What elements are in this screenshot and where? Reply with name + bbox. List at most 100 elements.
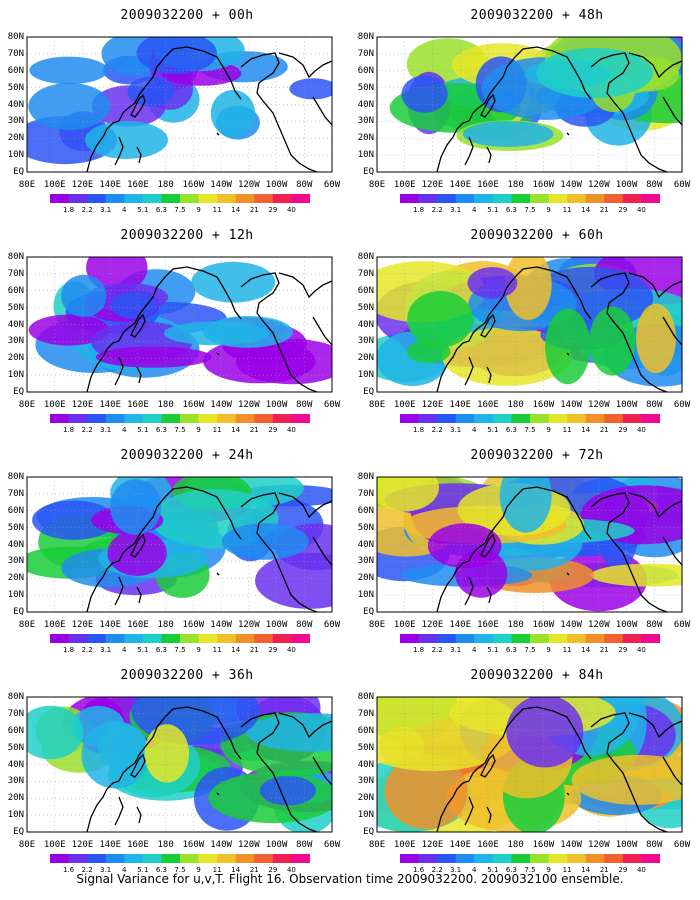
colorbar-level-label: 11 [212, 426, 222, 434]
lat-label: 60N [7, 285, 24, 296]
colorbar-level-label: 40 [286, 866, 296, 874]
lat-label: EQ [13, 607, 24, 617]
colorbar-level-label: 1.8 [412, 426, 425, 434]
colorbar-level-label: 1.6 [62, 866, 75, 874]
colorbar-level-label: 29 [268, 646, 278, 654]
colorbar-swatch [87, 634, 107, 643]
colorbar-swatch [567, 634, 587, 643]
colorbar-level-label: 7.5 [524, 646, 536, 654]
colorbar-swatch [68, 634, 88, 643]
lat-label: 40N [7, 759, 24, 770]
contour-blob [28, 82, 111, 130]
lat-label: 10N [7, 590, 24, 601]
coastlines [436, 266, 683, 393]
colorbar-swatch [400, 414, 420, 423]
contour-blob [545, 308, 591, 385]
lon-label: 140E [449, 400, 472, 410]
lon-label: 140E [99, 180, 122, 190]
colorbar-level-label: 4 [472, 646, 477, 654]
lon-label: 180 [157, 180, 174, 190]
colorbar-level-label: 2.2 [81, 426, 93, 434]
coastlines [86, 46, 333, 173]
colorbar-swatch [105, 854, 125, 863]
lon-label: 120W [237, 400, 260, 410]
colorbar [50, 414, 310, 423]
lon-label: 80E [368, 620, 386, 630]
lat-label: 50N [357, 302, 374, 313]
lon-label: 100W [265, 840, 288, 850]
lon-label: 160E [477, 620, 499, 630]
colorbar-swatch [604, 854, 624, 863]
colorbar-swatch [272, 414, 292, 423]
colorbar-level-label: 4 [472, 866, 477, 874]
lat-label: 60N [357, 725, 374, 736]
colorbar-swatch [437, 414, 457, 423]
colorbar-level-label: 5.1 [487, 206, 499, 214]
colorbar-swatch [272, 634, 292, 643]
contour-blob [110, 292, 158, 319]
variance-field [27, 477, 332, 609]
colorbar-swatch [254, 414, 274, 423]
lon-label: 80W [646, 400, 663, 410]
colorbar-level-label: 7.5 [174, 206, 186, 214]
colorbar-swatch [68, 854, 88, 863]
contour-blob [289, 78, 332, 100]
lon-label: 120E [71, 620, 94, 630]
colorbar-level-label: 29 [618, 206, 628, 214]
colorbar-level-label: 7.5 [174, 866, 186, 874]
colorbar-swatch [198, 854, 218, 863]
lon-label: 60W [673, 620, 691, 630]
colorbar-level-label: 3.1 [450, 866, 462, 874]
panel-title: 2009032200 + 24h [120, 448, 254, 463]
lon-label: 180 [157, 400, 174, 410]
lat-label: 20N [357, 573, 374, 584]
lon-label: 80W [646, 180, 663, 190]
contour-blob [191, 261, 276, 303]
lon-label: 160W [532, 840, 555, 850]
colorbar-swatch [142, 634, 162, 643]
colorbar-swatch [198, 634, 218, 643]
colorbar-swatch [492, 634, 512, 643]
colorbar-level-label: 40 [286, 426, 296, 434]
lon-label: 120W [237, 840, 260, 850]
colorbar-swatch [235, 854, 255, 863]
lat-label: 70N [357, 48, 374, 59]
colorbar-level-label: 14 [231, 646, 241, 654]
colorbar-level-label: 5.1 [137, 426, 149, 434]
lon-label: 100W [265, 400, 288, 410]
contour-blob [110, 479, 162, 535]
lat-label: 60N [357, 65, 374, 76]
colorbar-level-label: 40 [286, 206, 296, 214]
lon-label: 140E [449, 180, 472, 190]
colorbar-swatch [530, 194, 550, 203]
colorbar-swatch [400, 854, 420, 863]
lon-label: 120W [587, 400, 610, 410]
colorbar-swatch [437, 634, 457, 643]
colorbar-level-label: 21 [249, 646, 259, 654]
colorbar-swatch [437, 854, 457, 863]
colorbar-swatch [142, 194, 162, 203]
colorbar-level-label: 1.8 [62, 426, 75, 434]
colorbar-swatch [400, 634, 420, 643]
colorbar-swatch [124, 414, 144, 423]
lat-label: 20N [357, 353, 374, 364]
colorbar-level-label: 1.8 [62, 646, 75, 654]
colorbar-swatch [511, 414, 531, 423]
lon-label: 60W [323, 180, 341, 190]
lon-label: 100E [43, 840, 66, 850]
colorbar-swatch [585, 414, 605, 423]
colorbar-swatch [530, 634, 550, 643]
contour-blob [589, 306, 636, 376]
lon-label: 80W [296, 400, 313, 410]
colorbar-swatch [511, 634, 531, 643]
colorbar-level-label: 4 [472, 426, 477, 434]
lat-label: 30N [7, 776, 24, 787]
colorbar-level-label: 2.2 [81, 866, 93, 874]
colorbar-swatch [272, 854, 292, 863]
contour-blob [499, 477, 552, 533]
colorbar-swatch [272, 194, 292, 203]
colorbar-swatch [455, 194, 475, 203]
colorbar-swatch [585, 194, 605, 203]
colorbar-level-label: 40 [636, 206, 646, 214]
colorbar-swatch [567, 854, 587, 863]
